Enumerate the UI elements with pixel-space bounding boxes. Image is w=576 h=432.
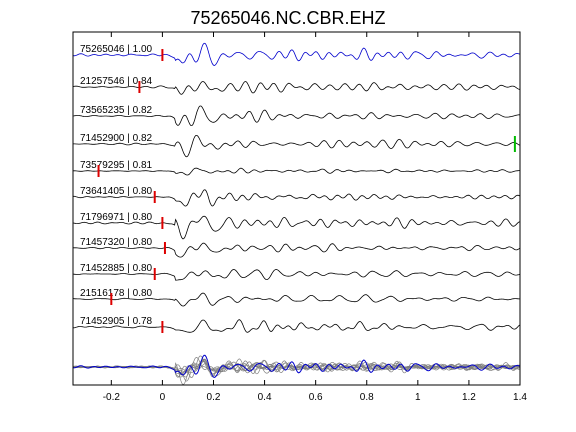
trace-label-71452905: 71452905 | 0.78 (80, 316, 153, 327)
traces-layer (72, 42, 521, 333)
x-tick-label-3: 0.4 (258, 392, 272, 403)
chart-title: 75265046.NC.CBR.EHZ (190, 8, 385, 28)
plot-frame (72, 31, 521, 386)
x-tick-label-6: 1 (415, 392, 421, 403)
trace-label-71452900: 71452900 | 0.82 (80, 133, 153, 144)
trace-label-71457320: 71457320 | 0.80 (80, 237, 153, 248)
stack-layer (72, 354, 521, 385)
x-tick-label-1: 0 (160, 392, 166, 403)
x-tick-label-5: 0.8 (360, 392, 374, 403)
trace-labels-layer: 75265046 | 1.00 21257546 | 0.84 73565235 |… (80, 44, 153, 327)
trace-line-21516178 (72, 292, 521, 307)
trace-label-71796971: 71796971 | 0.80 (80, 212, 153, 223)
trace-line-71457320 (73, 242, 521, 258)
trace-line-71452900 (73, 135, 521, 158)
trace-label-21257546: 21257546 | 0.84 (80, 76, 153, 87)
picks-layer (97, 49, 516, 333)
trace-line-71796971 (72, 215, 521, 240)
trace-label-75265046: 75265046 | 1.00 (80, 44, 153, 55)
trace-line-73641405 (73, 189, 521, 207)
trace-line-21257546 (72, 81, 521, 95)
trace-label-73579295: 73579295 | 0.81 (80, 160, 153, 171)
trace-line-71452885 (72, 268, 521, 281)
trace-label-21516178: 21516178 | 0.80 (80, 288, 153, 299)
x-tick-label-2: 0.2 (207, 392, 221, 403)
trace-label-73565235: 73565235 | 0.82 (80, 105, 153, 116)
x-tick-label-7: 1.2 (462, 392, 476, 403)
trace-line-73565235 (72, 105, 521, 127)
trace-line-73579295 (72, 167, 521, 176)
x-tick-label-4: 0.6 (309, 392, 323, 403)
trace-label-71452885: 71452885 | 0.80 (80, 263, 153, 274)
x-axis: -0.2 0 0.2 0.4 0.6 0.8 1 1.2 1.4 (103, 32, 527, 403)
stack-reference-75265046 (72, 354, 521, 379)
x-tick-label-8: 1.4 (513, 392, 527, 403)
trace-line-71452905 (73, 319, 521, 333)
trace-label-73641405: 73641405 | 0.80 (80, 186, 153, 197)
trace-line-75265046 (72, 42, 521, 66)
x-tick-label-0: -0.2 (103, 392, 121, 403)
